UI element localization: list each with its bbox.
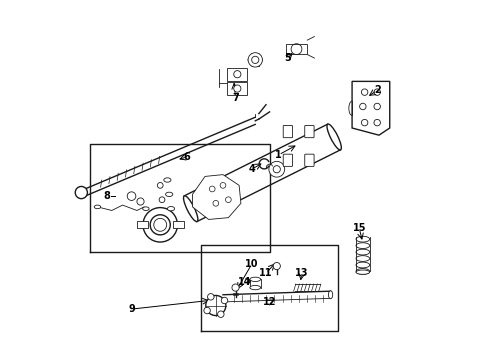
Circle shape (150, 215, 170, 235)
FancyBboxPatch shape (283, 126, 292, 138)
Circle shape (205, 296, 225, 316)
Circle shape (153, 219, 166, 231)
Circle shape (233, 85, 241, 92)
Text: 10: 10 (244, 259, 258, 269)
Ellipse shape (167, 207, 174, 211)
Text: 1: 1 (275, 150, 282, 160)
Text: 2: 2 (373, 85, 380, 95)
Text: 4: 4 (248, 164, 255, 174)
Circle shape (157, 183, 163, 188)
Text: 11: 11 (259, 268, 272, 278)
Circle shape (159, 197, 164, 203)
Ellipse shape (326, 124, 341, 150)
Text: 13: 13 (295, 268, 308, 278)
Ellipse shape (249, 277, 260, 282)
Circle shape (361, 120, 367, 126)
Polygon shape (192, 175, 241, 220)
Ellipse shape (165, 192, 172, 197)
FancyBboxPatch shape (283, 154, 292, 166)
Circle shape (220, 183, 225, 188)
Circle shape (373, 103, 380, 110)
Text: 8: 8 (103, 191, 110, 201)
Circle shape (361, 89, 367, 95)
Ellipse shape (163, 178, 171, 182)
Circle shape (212, 201, 218, 206)
Bar (285, 44, 306, 54)
FancyBboxPatch shape (227, 68, 247, 81)
Text: 14: 14 (237, 277, 251, 287)
FancyBboxPatch shape (304, 126, 313, 138)
Ellipse shape (142, 207, 149, 211)
Ellipse shape (94, 205, 101, 209)
Text: 15: 15 (352, 224, 365, 233)
Circle shape (75, 186, 87, 199)
Circle shape (273, 262, 280, 270)
Text: 3: 3 (158, 227, 165, 237)
Text: 9: 9 (128, 304, 135, 314)
Circle shape (221, 297, 227, 304)
Circle shape (359, 103, 366, 110)
Circle shape (373, 120, 380, 126)
Circle shape (137, 198, 144, 205)
FancyBboxPatch shape (227, 82, 247, 95)
FancyBboxPatch shape (304, 154, 313, 166)
Ellipse shape (355, 270, 369, 274)
Circle shape (217, 311, 224, 318)
Circle shape (142, 208, 177, 242)
Ellipse shape (249, 285, 260, 290)
Circle shape (225, 197, 231, 203)
Circle shape (209, 186, 215, 192)
Ellipse shape (328, 291, 332, 299)
Circle shape (268, 161, 284, 177)
Circle shape (373, 89, 380, 95)
Circle shape (233, 71, 241, 78)
Text: 7: 7 (232, 93, 239, 103)
Circle shape (207, 294, 214, 300)
Circle shape (251, 56, 258, 63)
Circle shape (247, 53, 262, 67)
Circle shape (203, 307, 210, 314)
Text: 12: 12 (263, 297, 276, 307)
Circle shape (127, 192, 136, 201)
Bar (172, 221, 183, 228)
Circle shape (273, 166, 280, 173)
Bar (137, 221, 147, 228)
Text: 5: 5 (284, 53, 290, 63)
Ellipse shape (183, 196, 198, 222)
Polygon shape (351, 81, 389, 135)
Circle shape (231, 284, 239, 291)
Text: 6: 6 (183, 152, 190, 162)
